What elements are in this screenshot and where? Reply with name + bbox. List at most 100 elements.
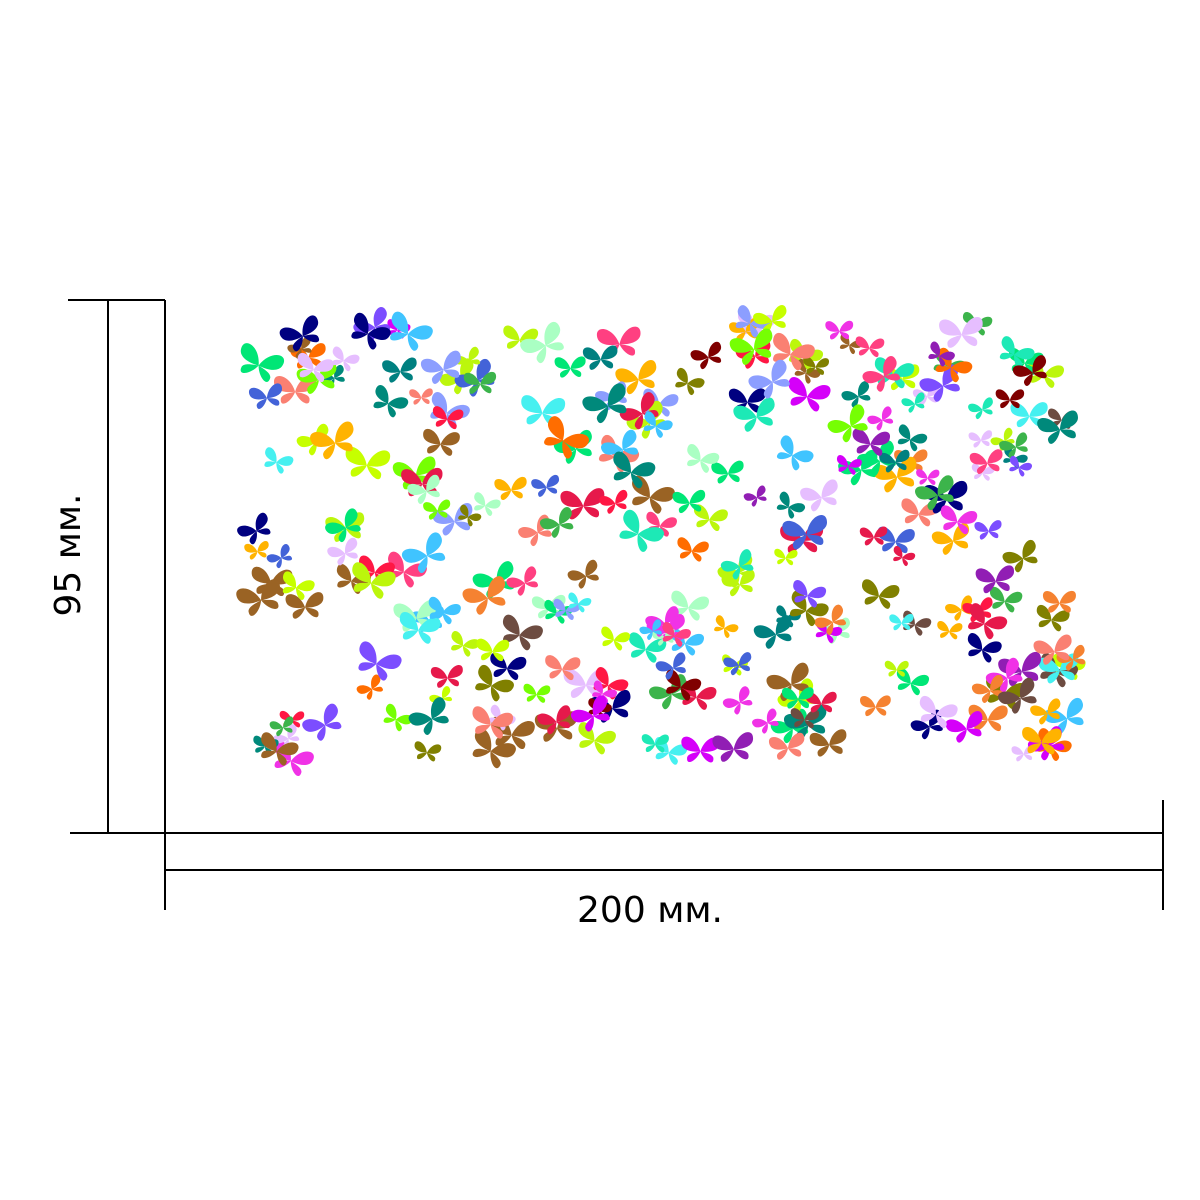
butterfly — [578, 722, 616, 755]
butterfly — [788, 377, 831, 412]
butterfly — [712, 732, 754, 762]
butterfly — [937, 621, 963, 640]
butterfly — [423, 428, 460, 456]
butterfly — [540, 507, 574, 538]
butterfly — [1009, 455, 1032, 477]
butterfly — [332, 346, 360, 372]
butterfly — [402, 532, 446, 574]
butterfly — [518, 514, 552, 547]
butterfly — [825, 320, 854, 340]
butterfly — [998, 677, 1037, 714]
butterfly — [693, 504, 728, 531]
butterfly — [454, 358, 495, 397]
butterfly — [722, 686, 753, 715]
butterfly — [544, 416, 589, 459]
butterfly — [990, 427, 1015, 451]
butterfly — [251, 566, 293, 596]
butterfly — [430, 664, 463, 688]
width-label: 200 мм. — [577, 890, 723, 931]
butterfly — [619, 509, 664, 552]
butterfly — [423, 499, 451, 520]
butterfly — [889, 613, 914, 631]
butterfly — [968, 397, 993, 420]
butterfly — [266, 544, 292, 569]
butterfly — [554, 356, 586, 378]
butterfly — [711, 460, 744, 484]
butterfly — [687, 444, 720, 473]
butterfly — [776, 491, 806, 519]
butterfly — [774, 548, 798, 566]
butterfly — [639, 619, 662, 640]
butterfly — [582, 345, 618, 370]
butterfly — [714, 615, 739, 639]
butterfly — [302, 703, 342, 741]
butterfly — [645, 606, 680, 637]
butterfly — [475, 664, 514, 702]
butterfly — [672, 489, 706, 514]
butterfly — [919, 695, 958, 729]
butterfly — [463, 371, 496, 394]
butterfly — [626, 400, 667, 439]
butterfly — [1033, 634, 1072, 665]
butterfly — [940, 505, 978, 535]
butterfly — [773, 333, 815, 371]
butterfly — [237, 512, 271, 545]
butterfly — [967, 633, 1002, 663]
butterfly — [748, 359, 790, 399]
butterfly — [867, 406, 894, 431]
butterfly — [409, 388, 433, 405]
butterfly — [989, 586, 1023, 613]
butterfly — [373, 385, 409, 418]
butterfly-pattern — [236, 305, 1086, 776]
butterfly — [1036, 604, 1070, 632]
butterfly — [503, 614, 543, 651]
butterfly — [910, 709, 943, 740]
butterfly — [264, 447, 294, 474]
butterfly — [451, 631, 480, 657]
butterfly — [793, 580, 827, 608]
butterfly — [399, 612, 441, 644]
butterfly — [729, 328, 773, 365]
butterfly — [568, 592, 592, 613]
butterfly — [336, 564, 372, 594]
butterfly — [839, 333, 863, 355]
butterfly — [939, 317, 983, 348]
butterfly — [945, 711, 983, 743]
butterfly — [1043, 697, 1084, 734]
butterfly — [677, 537, 709, 562]
butterfly — [619, 392, 659, 430]
width-dimension: 200 мм. — [164, 800, 1164, 931]
butterfly — [390, 311, 433, 351]
butterfly — [814, 604, 846, 635]
height-label: 95 мм. — [48, 493, 89, 616]
butterfly — [897, 424, 928, 452]
butterfly — [999, 432, 1028, 459]
butterfly — [931, 522, 970, 555]
butterfly — [613, 451, 656, 489]
butterfly — [476, 638, 510, 662]
butterfly — [351, 312, 391, 350]
butterfly — [665, 669, 702, 701]
butterfly — [599, 489, 628, 514]
butterfly — [915, 475, 954, 511]
butterfly — [879, 449, 910, 473]
butterfly — [675, 367, 705, 396]
butterfly — [282, 571, 315, 600]
butterfly — [855, 336, 885, 358]
butterfly — [971, 463, 995, 481]
butterfly — [928, 341, 955, 367]
butterfly — [629, 632, 667, 663]
butterfly — [681, 736, 720, 763]
butterfly — [240, 343, 285, 382]
butterfly — [279, 315, 320, 352]
butterfly — [453, 346, 481, 372]
butterfly — [809, 729, 847, 757]
butterfly — [641, 734, 669, 753]
butterfly — [852, 428, 891, 456]
butterfly — [671, 590, 710, 621]
butterfly — [352, 562, 396, 599]
butterfly — [919, 364, 960, 402]
butterfly — [494, 476, 527, 500]
butterfly — [601, 626, 631, 651]
butterfly — [841, 381, 871, 408]
